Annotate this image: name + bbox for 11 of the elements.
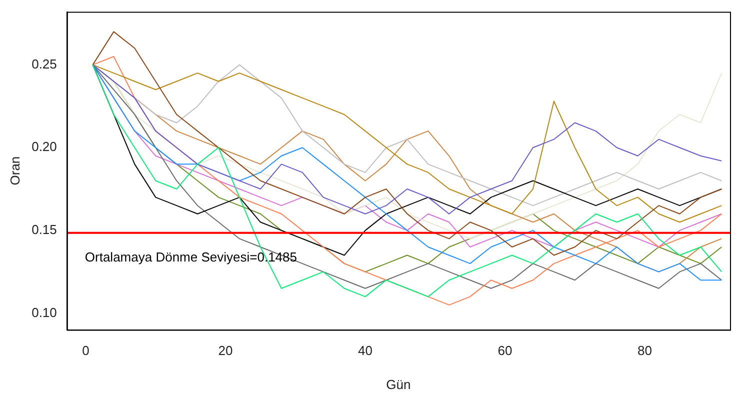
x-tick-label: 0 [82,343,90,358]
y-tick-label: 0.20 [32,139,57,154]
x-tick-label: 20 [218,343,233,358]
y-tick-label: 0.25 [32,56,57,72]
x-axis-title: Gün [386,376,411,392]
x-tick-label: 40 [358,343,372,358]
x-tick-label: 60 [498,343,512,358]
y-tick-label: 0.15 [32,222,57,238]
y-axis-title: Oran [7,156,22,186]
y-tick-label: 0.10 [32,304,57,320]
x-tick-label: 80 [638,343,652,358]
